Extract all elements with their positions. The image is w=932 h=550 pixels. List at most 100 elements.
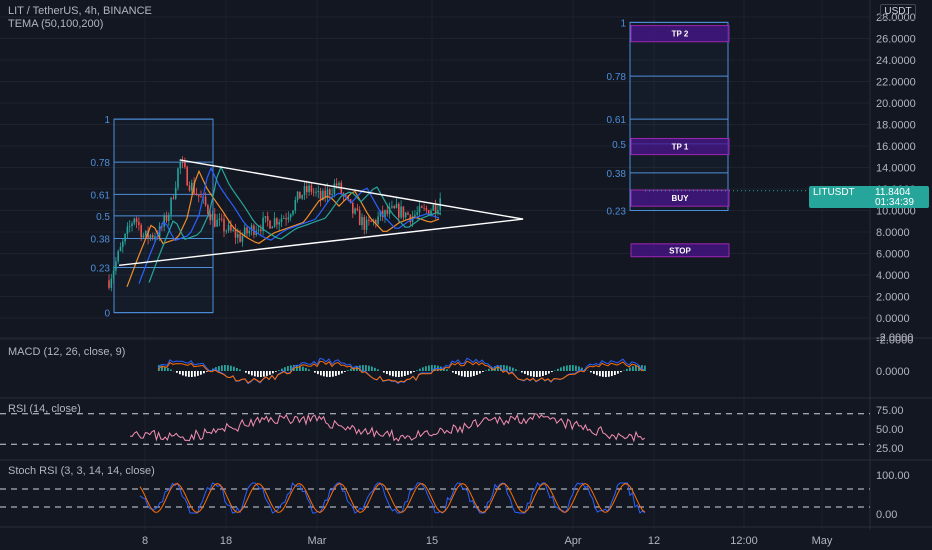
rsi-label[interactable]: RSI (14, close): [8, 403, 81, 415]
macd-histogram-bar: [188, 371, 190, 377]
price-axis-label: 8.0000: [876, 227, 910, 239]
tema-slow-line: [148, 165, 442, 283]
candle-body: [138, 221, 140, 225]
macd-histogram-bar: [167, 367, 169, 371]
candle-body: [234, 230, 237, 238]
macd-histogram-bar: [632, 366, 634, 371]
candle-body: [345, 195, 347, 197]
fib-right-label: 0.61: [607, 115, 627, 126]
candle-body: [266, 216, 269, 221]
candle-body: [416, 212, 418, 215]
macd-histogram-bar: [527, 371, 529, 376]
symbol-legend[interactable]: LIT / TetherUS, 4h, BINANCE: [8, 5, 152, 17]
candle-body: [264, 216, 267, 218]
candle-body: [333, 183, 336, 195]
candle-body: [308, 185, 310, 193]
macd-histogram-bar: [263, 371, 265, 377]
macd-histogram-bar: [635, 365, 637, 371]
candle-body: [322, 190, 324, 201]
last-price-tag: LITUSDT 11.8404 01:34:39: [809, 186, 929, 208]
candle-body: [414, 214, 416, 217]
time-axis-label: May: [812, 535, 833, 547]
macd-histogram-bar: [392, 371, 394, 377]
macd-histogram-bar: [338, 371, 340, 375]
macd-histogram-bar: [599, 371, 601, 377]
macd-histogram-bar: [275, 371, 277, 372]
candle-body: [317, 190, 320, 192]
macd-histogram-bar: [530, 371, 532, 377]
candle-body: [248, 230, 251, 234]
macd-histogram-bar: [488, 368, 490, 371]
candle-body: [301, 194, 303, 199]
macd-histogram-bar: [515, 369, 517, 371]
candle-body: [370, 220, 372, 222]
macd-histogram-bar: [329, 371, 331, 377]
currency-button[interactable]: USDT: [880, 4, 916, 20]
macd-histogram-bar: [368, 365, 370, 371]
macd-histogram-bar: [509, 366, 511, 371]
candle-body: [191, 182, 193, 191]
candle-body: [227, 225, 230, 231]
macd-histogram-bar: [482, 371, 484, 372]
tema-legend[interactable]: TEMA (50,100,200): [8, 18, 104, 30]
price-axis-label: 26.0000: [876, 34, 916, 46]
macd-histogram-bar: [395, 371, 397, 377]
macd-histogram-bar: [605, 371, 607, 377]
candle-body: [177, 168, 179, 188]
macd-histogram-bar: [227, 365, 229, 371]
macd-histogram-bar: [332, 371, 334, 377]
macd-histogram-bar: [536, 371, 538, 377]
macd-histogram-bar: [581, 367, 583, 371]
macd-histogram-bar: [404, 371, 406, 376]
candle-body: [292, 210, 294, 215]
macd-label[interactable]: MACD (12, 26, close, 9): [8, 346, 126, 358]
macd-histogram-bar: [485, 370, 487, 371]
candle-body: [306, 186, 308, 193]
candle-body: [218, 218, 221, 220]
candle-body: [368, 219, 370, 221]
macd-histogram-bar: [383, 371, 385, 373]
macd-histogram-bar: [623, 370, 625, 371]
candle-body: [285, 218, 287, 220]
stoch-rsi-label[interactable]: Stoch RSI (3, 3, 14, 14, close): [8, 465, 155, 477]
candle-body: [230, 225, 232, 231]
macd-histogram-bar: [239, 369, 241, 371]
target-box-stop: [630, 243, 730, 258]
candle-body: [131, 223, 133, 227]
triangle-upper-line: [179, 159, 524, 220]
macd-histogram-bar: [614, 371, 616, 376]
candle-body: [423, 207, 425, 209]
fib-right-label: 0.38: [607, 169, 627, 180]
candle-body: [326, 189, 329, 198]
macd-histogram-bar: [593, 371, 595, 374]
macd-histogram-bar: [308, 369, 310, 371]
macd-histogram-bar: [620, 371, 622, 373]
macd-histogram-bar: [461, 371, 463, 377]
macd-histogram-bar: [416, 370, 418, 371]
candle-body: [338, 182, 340, 186]
candle-body: [225, 230, 228, 232]
candle-body: [276, 218, 278, 225]
macd-histogram-bar: [428, 365, 430, 371]
candle-body: [237, 234, 239, 238]
macd-histogram-bar: [410, 371, 412, 374]
macd-histogram-bar: [464, 371, 466, 377]
price-axis-label: 20.0000: [876, 98, 916, 110]
candle-body: [161, 226, 163, 228]
candle-body: [269, 220, 271, 229]
candle-body: [434, 205, 437, 214]
macd-histogram-bar: [440, 366, 442, 371]
target-label: TP 1: [672, 143, 689, 152]
price-axis-label: 24.0000: [876, 55, 916, 67]
candle-body: [283, 218, 285, 219]
macd-histogram-bar: [458, 371, 460, 376]
fib-left-label: 0: [104, 309, 110, 320]
candle-body: [349, 199, 352, 203]
fib-left-label: 0.38: [91, 234, 111, 245]
candle-body: [184, 162, 186, 168]
macd-histogram-bar: [350, 368, 352, 371]
macd-histogram-bar: [575, 365, 577, 371]
macd-histogram-bar: [344, 371, 346, 372]
macd-histogram-bar: [626, 368, 628, 371]
